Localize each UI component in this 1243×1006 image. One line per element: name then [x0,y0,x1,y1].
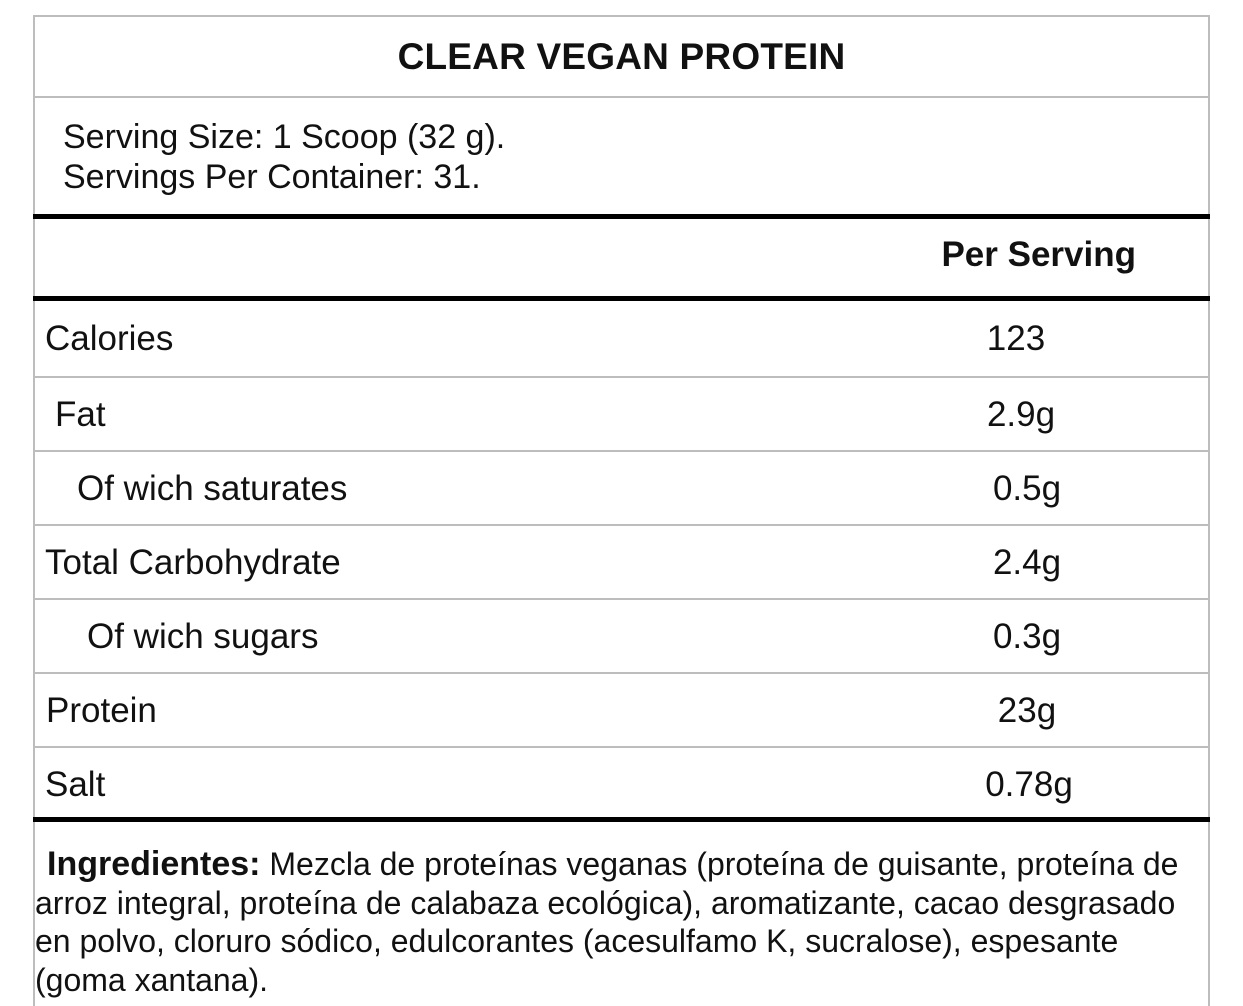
divider-thick [33,817,1210,822]
divider-thick [33,296,1210,301]
nutrient-name: Fat [55,395,106,434]
table-row-protein: Protein 23g [35,674,1208,748]
divider [33,598,1210,600]
ingredients-label: Ingredientes: [47,845,261,883]
table-row-calories: Calories 123 [35,302,1208,376]
divider [33,96,1210,98]
serving-size: Serving Size: 1 Scoop (32 g). [63,118,506,156]
table-row-saturates: Of wich saturates 0.5g [35,452,1208,526]
ingredients-text: Mezcla de proteínas veganas (proteína de… [35,846,1179,998]
divider [33,672,1210,674]
nutrient-name: Of wich saturates [77,469,348,508]
nutrient-value: 123 [986,319,1046,358]
divider [33,524,1210,526]
serving-info: Serving Size: 1 Scoop (32 g). Servings P… [63,117,505,197]
servings-per-container: Servings Per Container: 31. [63,158,481,196]
divider [33,376,1210,378]
divider [33,450,1210,452]
ingredients-block: Ingredientes: Mezcla de proteínas vegana… [35,845,1205,999]
table-row-carbohydrate: Total Carbohydrate 2.4g [35,526,1208,600]
divider [33,746,1210,748]
nutrition-label: CLEAR VEGAN PROTEIN Serving Size: 1 Scoo… [33,15,1210,1006]
nutrient-value: 0.3g [992,617,1062,656]
table-row-fat: Fat 2.9g [35,378,1208,452]
nutrient-name: Protein [46,691,157,730]
nutrient-value: 2.4g [992,543,1062,582]
table-row-salt: Salt 0.78g [35,748,1208,822]
nutrient-name: Salt [45,765,106,804]
nutrient-name: Calories [45,319,174,358]
nutrient-name: Of wich sugars [87,617,319,656]
nutrient-value: 0.5g [992,469,1062,508]
nutrient-value: 2.9g [986,395,1056,434]
column-header-per-serving: Per Serving [941,235,1136,274]
nutrient-value: 0.78g [985,765,1073,804]
table-row-sugars: Of wich sugars 0.3g [35,600,1208,674]
nutrient-value: 23g [997,691,1057,730]
divider-thick [33,214,1210,219]
nutrient-name: Total Carbohydrate [45,543,341,582]
product-title: CLEAR VEGAN PROTEIN [397,36,846,77]
